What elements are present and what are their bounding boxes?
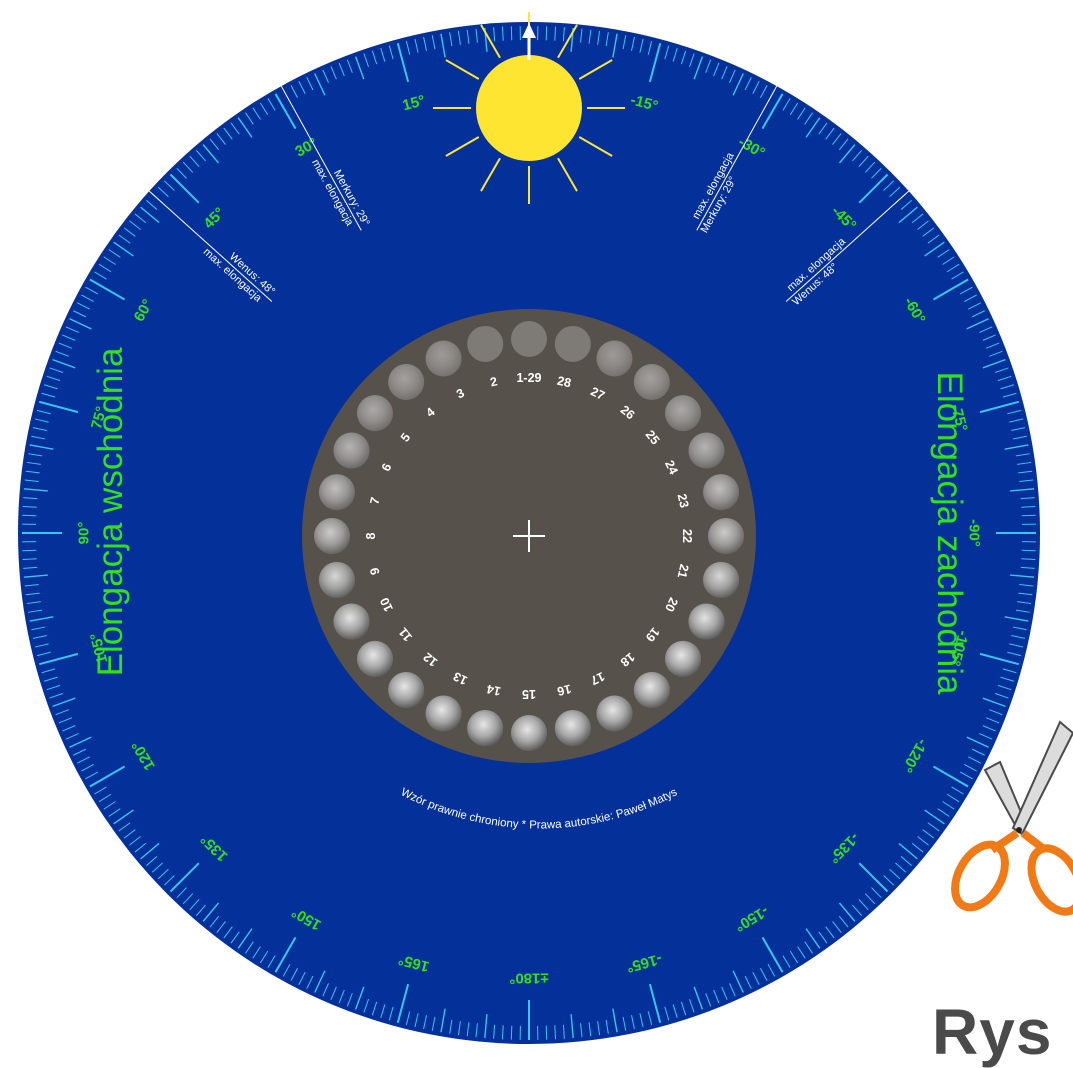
elongation-dial: 15°30°45°60°75°90°105°120°135°150°165°±1… [0, 0, 1073, 1046]
moon-phase-5 [357, 395, 393, 431]
moon-phase-25 [665, 395, 701, 431]
moon-phase-2 [467, 326, 503, 362]
moon-day-number: 22 [680, 529, 694, 543]
moon-phase-1-29 [511, 321, 547, 357]
moon-phase-26 [634, 364, 670, 400]
moon-phase-3 [426, 341, 462, 377]
moon-phase-15 [511, 715, 547, 751]
moon-phase-21 [703, 562, 739, 598]
sun-disc [476, 55, 582, 161]
moon-phase-6 [334, 433, 370, 469]
east-elongation-title: Elongacja wschodnia [91, 347, 130, 676]
moon-phase-22 [708, 518, 744, 554]
degree-label: ±180° [509, 970, 548, 987]
moon-phase-16 [555, 710, 591, 746]
moon-phase-10 [334, 603, 370, 639]
moon-day-number: 15 [522, 687, 536, 701]
moon-phase-12 [388, 672, 424, 708]
moon-phase-20 [688, 603, 724, 639]
west-elongation-title: Elongacja zachodnia [930, 371, 969, 695]
moon-phase-13 [426, 695, 462, 731]
moon-phase-23 [703, 474, 739, 510]
degree-label: 90° [76, 522, 93, 545]
moon-phase-18 [634, 672, 670, 708]
moon-day-number: 1-29 [516, 371, 541, 385]
moon-phase-28 [555, 326, 591, 362]
moon-phase-9 [319, 562, 355, 598]
moon-phase-14 [467, 710, 503, 746]
moon-phase-17 [596, 695, 632, 731]
moon-phase-19 [665, 641, 701, 677]
moon-phase-8 [314, 518, 350, 554]
moon-phase-24 [688, 433, 724, 469]
moon-phase-27 [596, 341, 632, 377]
moon-phase-4 [388, 364, 424, 400]
figure-label: Rys [932, 1000, 1052, 1064]
moon-phase-7 [319, 474, 355, 510]
moon-day-number: 8 [364, 532, 378, 539]
moon-phase-11 [357, 641, 393, 677]
